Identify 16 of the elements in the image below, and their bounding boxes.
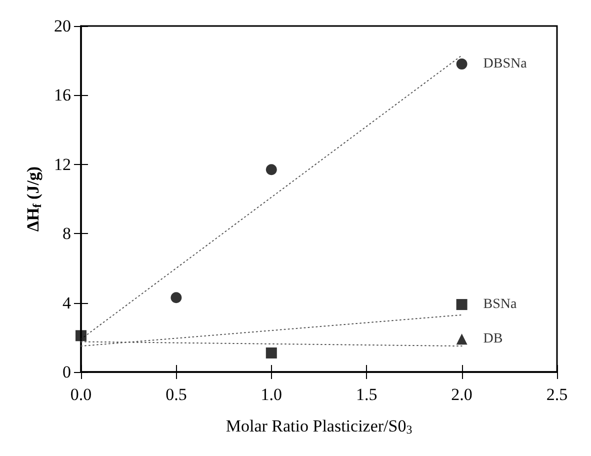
y-tick-label: 16 [54,86,71,105]
x-tick-label: 2.5 [546,385,568,404]
y-tick-label: 4 [62,293,72,312]
x-tick-label: 0.5 [166,385,187,404]
x-tick-label: 1.5 [356,385,378,404]
series-label: BSNa [483,297,518,312]
y-tick-label: 0 [62,362,71,382]
x-tick-label: 0.0 [70,385,92,404]
x-tick-label: 2.0 [451,385,472,404]
series-label: DB [483,332,503,347]
y-tick-label: 8 [62,224,71,244]
x-tick-label: 1.0 [260,385,282,404]
y-axis-title: ΔHf (J/g) [24,166,44,232]
series-label: DBSNa [483,56,528,72]
y-tick-label: 20 [54,16,71,36]
y-tick-label: 12 [54,154,71,174]
